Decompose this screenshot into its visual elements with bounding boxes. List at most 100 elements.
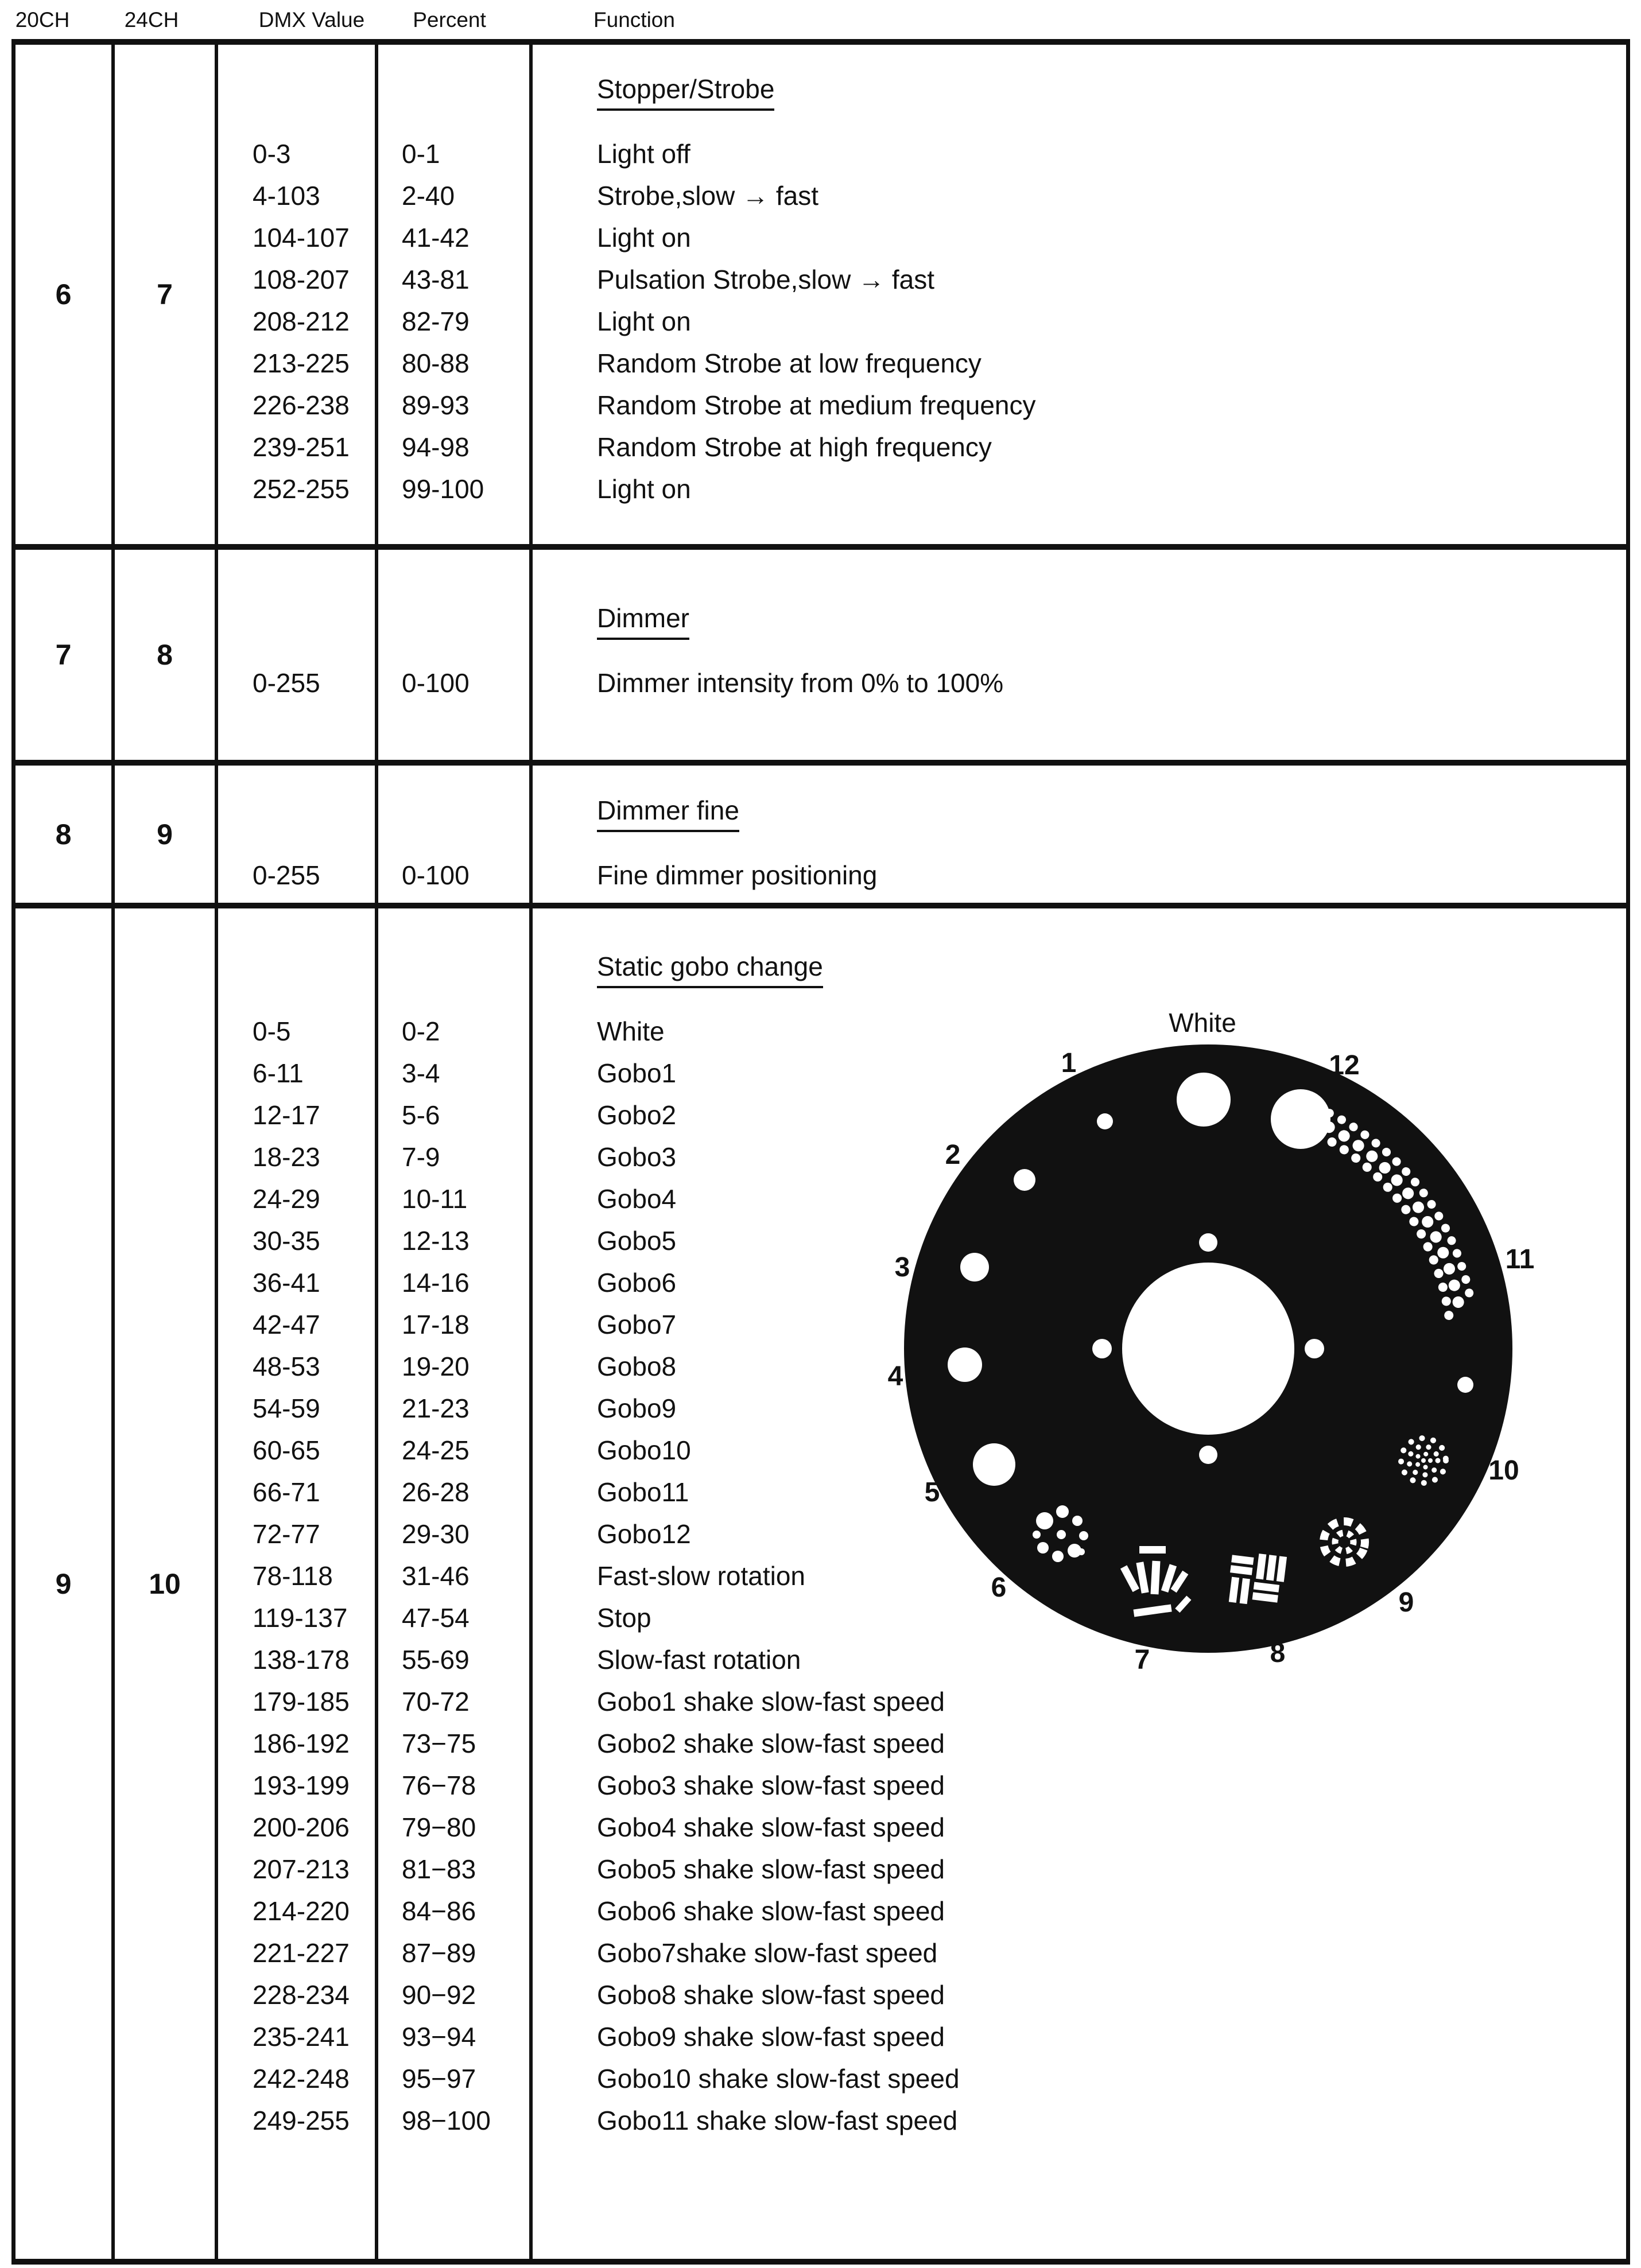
cell-line: Gobo10 xyxy=(597,1435,691,1465)
channel-24ch-value: 9 xyxy=(157,818,173,850)
cell-line: 0-5 xyxy=(253,1016,291,1046)
cell-line: 179-185 xyxy=(253,1687,350,1716)
gobo-hole-12 xyxy=(1271,1089,1330,1149)
channel-20ch-value: 6 xyxy=(55,278,72,310)
cell-line: 42-47 xyxy=(253,1310,320,1339)
cell-line: Light on xyxy=(597,306,691,336)
channel-24ch-value: 10 xyxy=(149,1567,181,1600)
table-border-top xyxy=(11,39,1630,45)
function-column: Dimmer intensity from 0% to 100% xyxy=(597,662,1003,704)
cell-line: 90−92 xyxy=(402,1980,476,2010)
cell-line: 89-93 xyxy=(402,390,470,420)
cell-line: 252-255 xyxy=(253,474,350,504)
cell-line: White xyxy=(597,1016,665,1046)
cell-line: 12-13 xyxy=(402,1226,470,1256)
col-header-dmx-value: DMX Value xyxy=(258,8,365,32)
cell-line: 104-107 xyxy=(253,223,350,253)
cell-line: 94-98 xyxy=(402,432,470,462)
col-header-24ch: 24CH xyxy=(124,8,179,32)
cell-line: 47-54 xyxy=(402,1603,470,1633)
cell-line: Gobo3 xyxy=(597,1142,677,1172)
white-position-hole xyxy=(1177,1073,1231,1127)
cell-line: Gobo2 xyxy=(597,1100,677,1130)
cell-line: 98−100 xyxy=(402,2106,491,2135)
cell-line: 31-46 xyxy=(402,1561,470,1591)
cell-line: Gobo8 shake slow-fast speed xyxy=(597,1980,945,2010)
cell-line: 7-9 xyxy=(402,1142,440,1172)
cell-line: 36-41 xyxy=(253,1268,320,1298)
cell-line: 82-79 xyxy=(402,306,470,336)
gobo-hole-4 xyxy=(948,1347,982,1382)
cell-line: Gobo7shake slow-fast speed xyxy=(597,1938,938,1968)
cell-line: Fast-slow rotation xyxy=(597,1561,806,1591)
channel-20ch-value: 8 xyxy=(55,818,72,850)
cell-line: 72-77 xyxy=(253,1519,320,1549)
cell-line: Light on xyxy=(597,223,691,253)
cell-line: 29-30 xyxy=(402,1519,470,1549)
wheel-label-3: 3 xyxy=(895,1252,910,1283)
cell-line: 19-20 xyxy=(402,1352,470,1381)
percent-column: 0-2 3-4 5-6 7-9 10-11 12-13 14-16 17-18 19-20 21-… xyxy=(402,1011,491,2142)
cell-line: Gobo6 shake slow-fast speed xyxy=(597,1896,945,1926)
cell-line: 0-3 xyxy=(253,139,291,169)
cell-line: 30-35 xyxy=(253,1226,320,1256)
cell-line: 12-17 xyxy=(253,1100,320,1130)
cell-line: 0-2 xyxy=(402,1016,440,1046)
cell-line: 10-11 xyxy=(402,1184,468,1214)
col-separator-4 xyxy=(529,39,533,2265)
hub-dot-top xyxy=(1199,1233,1217,1252)
cell-line: 2-40 xyxy=(402,181,455,211)
channel-24ch-value: 7 xyxy=(157,278,173,310)
gobo-pattern-6 xyxy=(1033,1505,1088,1562)
cell-line: 17-18 xyxy=(402,1310,470,1339)
gobo-hole-3 xyxy=(960,1253,989,1281)
cell-line: 208-212 xyxy=(253,306,350,336)
cell-line: 43-81 xyxy=(402,265,470,294)
cell-line: 138-178 xyxy=(253,1645,350,1675)
table-border-right xyxy=(1626,39,1630,2265)
cell-line: 78-118 xyxy=(253,1561,333,1591)
dmx-column: 0-255 xyxy=(253,855,320,896)
cell-line: Gobo3 shake slow-fast speed xyxy=(597,1770,945,1800)
cell-line: 228-234 xyxy=(253,1980,350,2010)
cell-line: 0-1 xyxy=(402,139,440,169)
gobo-11-end-dot xyxy=(1457,1377,1473,1393)
cell-line: Gobo9 shake slow-fast speed xyxy=(597,2022,945,2052)
cell-line: 55-69 xyxy=(402,1645,470,1675)
section-separator-2 xyxy=(11,760,1630,766)
table-border-left xyxy=(11,39,15,2265)
hub-dot-right xyxy=(1305,1339,1324,1358)
cell-line: 214-220 xyxy=(253,1896,350,1926)
cell-line: 239-251 xyxy=(253,432,350,462)
channel-20ch-value: 7 xyxy=(55,639,72,671)
cell-line: Gobo4 xyxy=(597,1184,677,1214)
cell-line: Gobo12 xyxy=(597,1519,691,1549)
wheel-label-4: 4 xyxy=(888,1361,903,1392)
col-separator-3 xyxy=(375,39,378,2265)
cell-line: Light on xyxy=(597,474,691,504)
cell-line: 0-100 xyxy=(402,860,470,890)
wheel-label-8: 8 xyxy=(1270,1638,1286,1668)
col-header-function: Function xyxy=(593,8,675,32)
gobo-pattern-9 xyxy=(1320,1517,1369,1567)
cell-line: Gobo7 xyxy=(597,1310,677,1339)
cell-line: 221-227 xyxy=(253,1938,350,1968)
function-column: Fine dimmer positioning xyxy=(597,855,877,896)
cell-line: Gobo11 xyxy=(597,1477,689,1507)
cell-line: Gobo5 xyxy=(597,1226,677,1256)
cell-line: 66-71 xyxy=(253,1477,320,1507)
cell-line: Gobo1 xyxy=(597,1058,677,1088)
cell-line: Gobo9 xyxy=(597,1393,677,1423)
section-title: Static gobo change xyxy=(597,946,823,988)
cell-line: 108-207 xyxy=(253,265,350,294)
gobo-pattern-7 xyxy=(1120,1546,1192,1617)
col-header-percent: Percent xyxy=(413,8,486,32)
cell-line: Gobo6 xyxy=(597,1268,677,1298)
channel-20ch-value: 9 xyxy=(55,1567,72,1600)
wheel-label-white: White xyxy=(1169,1008,1236,1038)
percent-column: 0-100 xyxy=(402,855,470,896)
wheel-label-2: 2 xyxy=(945,1140,961,1170)
cell-line: 76−78 xyxy=(402,1770,476,1800)
cell-line: 48-53 xyxy=(253,1352,320,1381)
cell-line: Gobo11 shake slow-fast speed xyxy=(597,2106,958,2135)
